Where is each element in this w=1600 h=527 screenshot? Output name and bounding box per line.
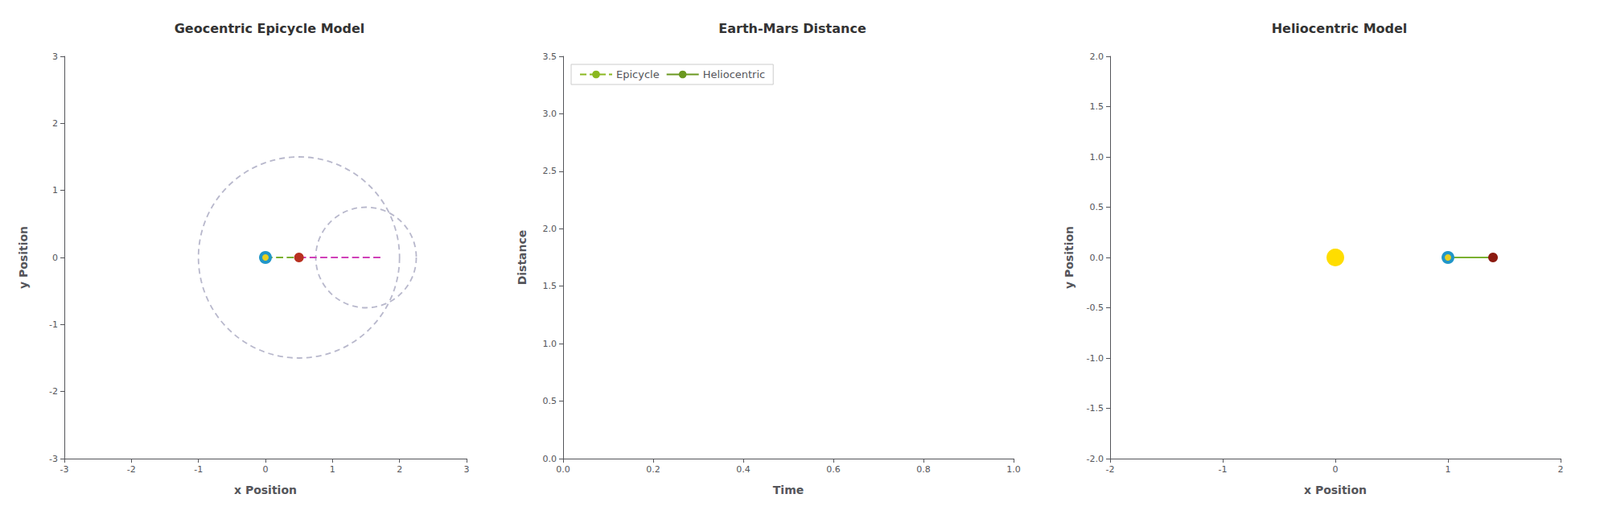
svg-text:2.5: 2.5 [542,165,558,177]
svg-text:Earth-Mars Distance: Earth-Mars Distance [718,20,867,37]
svg-text:1.5: 1.5 [542,280,558,292]
svg-text:1: 1 [329,464,336,475]
svg-text:3: 3 [464,464,470,475]
svg-text:-1.5: -1.5 [1086,403,1104,414]
svg-text:3.5: 3.5 [542,51,558,62]
svg-text:y Position: y Position [16,226,30,289]
svg-text:2: 2 [396,464,403,475]
svg-text:-3: -3 [49,453,58,465]
svg-text:1.0: 1.0 [1089,152,1105,163]
svg-text:0.4: 0.4 [736,464,751,475]
svg-text:0.5: 0.5 [542,395,558,407]
svg-text:0.2: 0.2 [645,464,661,475]
svg-text:-1.0: -1.0 [1086,353,1104,364]
svg-text:0: 0 [263,464,269,475]
svg-text:-2: -2 [49,386,58,397]
svg-text:-2.0: -2.0 [1086,453,1104,465]
svg-text:1: 1 [52,185,58,196]
svg-text:2.0: 2.0 [1089,51,1105,62]
svg-text:2: 2 [52,118,58,129]
svg-text:x Position: x Position [234,483,297,497]
svg-text:Time: Time [773,483,804,497]
svg-text:x Position: x Position [1303,483,1367,497]
svg-text:0.0: 0.0 [555,464,571,475]
svg-text:2.0: 2.0 [542,223,558,235]
svg-text:1.0: 1.0 [542,338,558,350]
svg-text:0.0: 0.0 [542,453,558,465]
svg-text:-1: -1 [1218,464,1228,475]
svg-text:0.5: 0.5 [1089,201,1105,213]
svg-text:3: 3 [52,51,58,62]
svg-text:Heliocentric Model: Heliocentric Model [1271,20,1408,37]
svg-text:-0.5: -0.5 [1086,302,1104,313]
svg-text:y Position: y Position [1062,226,1076,289]
svg-text:1.0: 1.0 [1006,464,1021,475]
svg-text:-2: -2 [127,464,136,475]
svg-text:3.0: 3.0 [542,108,558,120]
svg-text:1.5: 1.5 [1089,101,1105,112]
svg-text:1: 1 [1445,464,1452,475]
svg-text:0.8: 0.8 [916,464,931,475]
svg-text:-1: -1 [193,464,203,475]
svg-text:Geocentric Epicycle Model: Geocentric Epicycle Model [174,20,366,37]
svg-text:0.6: 0.6 [826,464,841,475]
svg-text:0: 0 [1332,464,1339,475]
svg-text:0: 0 [52,252,58,264]
svg-text:Distance: Distance [515,230,529,286]
svg-text:-3: -3 [60,464,70,475]
svg-text:-2: -2 [1106,464,1115,475]
svg-text:Heliocentric: Heliocentric [703,68,766,81]
svg-text:2: 2 [1558,464,1564,475]
svg-text:-1: -1 [49,319,58,330]
svg-text:0.0: 0.0 [1089,252,1105,264]
svg-text:Epicycle: Epicycle [616,68,660,81]
